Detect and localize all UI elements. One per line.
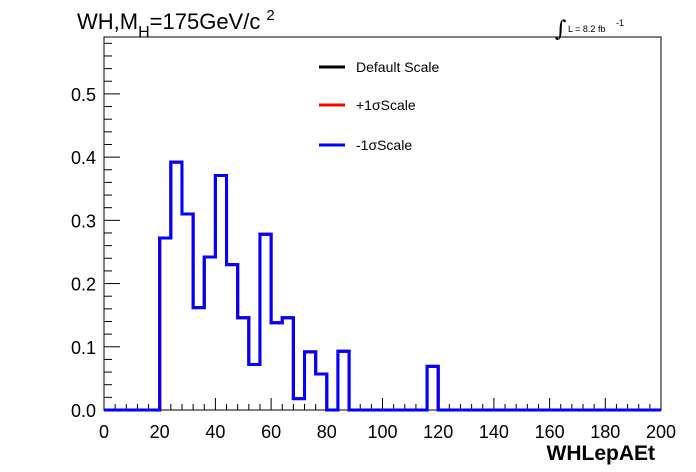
series-line-0	[104, 160, 661, 412]
legend: Default Scale +1σScale -1σScale	[319, 59, 439, 153]
y-tick-label: 0.5	[71, 85, 96, 105]
title-superscript: 2	[266, 7, 274, 24]
luminosity-superscript: -1	[616, 18, 624, 28]
x-tick-label: 20	[150, 422, 170, 442]
x-tick-label: 160	[535, 422, 565, 442]
x-axis: 0 20 40 60 80 100 120 140 160 180 200	[99, 398, 676, 442]
x-tick-label: 140	[479, 422, 509, 442]
y-tick-label: 0.2	[71, 275, 96, 295]
y-tick-label: 0.1	[71, 338, 96, 358]
x-tick-label: 120	[423, 422, 453, 442]
y-tick-label: 0.3	[71, 211, 96, 231]
y-axis: 0.0 0.1 0.2 0.3 0.4 0.5	[71, 42, 120, 421]
x-tick-label: 60	[261, 422, 281, 442]
title-subscript: H	[138, 24, 150, 41]
x-tick-label: 200	[646, 422, 676, 442]
series-line-1	[104, 160, 661, 412]
legend-label: -1σScale	[356, 137, 412, 153]
x-tick-label: 80	[317, 422, 337, 442]
plot-frame	[103, 36, 662, 411]
luminosity-text: L = 8.2 fb	[568, 24, 605, 34]
x-tick-label: 180	[590, 422, 620, 442]
y-tick-label: 0.0	[71, 401, 96, 421]
integral-symbol: ∫	[555, 17, 567, 42]
title-prefix: WH,M	[77, 9, 138, 34]
x-tick-label: 0	[99, 422, 109, 442]
title-value: =175GeV/c	[150, 9, 261, 34]
legend-label: Default Scale	[356, 59, 439, 75]
luminosity-label: ∫ L = 8.2 fb -1	[555, 17, 624, 42]
series-line-2	[104, 160, 661, 412]
x-axis-label: WHLepAEt	[547, 442, 656, 465]
series-layer	[104, 160, 661, 412]
chart-title: WH,MH=175GeV/c 2	[77, 7, 275, 41]
y-tick-label: 0.4	[71, 148, 96, 168]
x-tick-label: 100	[367, 422, 397, 442]
legend-label: +1σScale	[356, 97, 416, 113]
x-tick-label: 40	[205, 422, 225, 442]
